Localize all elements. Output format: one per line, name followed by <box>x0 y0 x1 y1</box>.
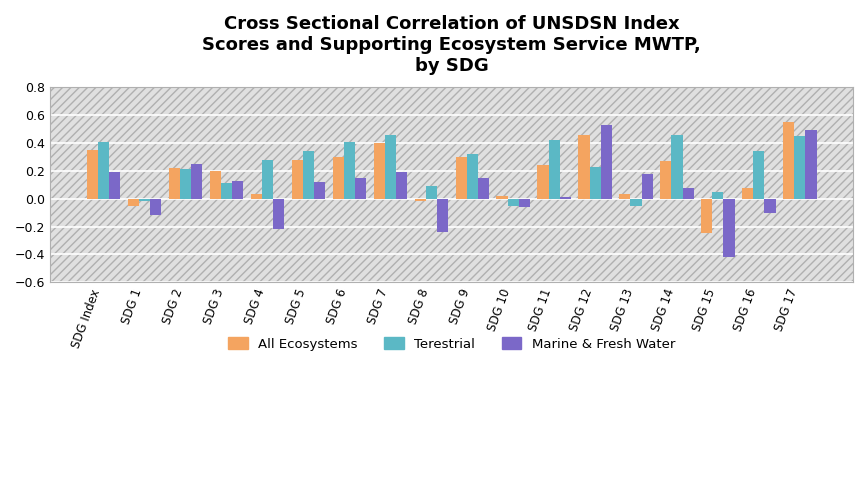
Bar <box>168 168 180 199</box>
Bar <box>373 143 385 199</box>
Bar <box>589 167 601 199</box>
Bar <box>108 172 120 199</box>
Bar <box>191 164 202 199</box>
Bar <box>415 199 425 202</box>
Bar <box>303 151 313 199</box>
Bar <box>742 187 753 199</box>
Bar <box>477 178 489 199</box>
Bar <box>496 196 508 199</box>
Bar <box>661 161 672 199</box>
Bar <box>537 165 549 199</box>
Bar <box>641 173 653 199</box>
Bar <box>273 199 284 229</box>
Bar <box>578 135 589 199</box>
Bar <box>467 154 477 199</box>
Title: Cross Sectional Correlation of UNSDSN Index
Scores and Supporting Ecosystem Serv: Cross Sectional Correlation of UNSDSN In… <box>202 15 701 75</box>
Bar <box>128 199 139 206</box>
Bar <box>560 197 570 199</box>
Bar <box>292 160 303 199</box>
Bar <box>713 192 724 199</box>
Bar <box>396 172 407 199</box>
Legend: All Ecosystems, Terestrial, Marine & Fresh Water: All Ecosystems, Terestrial, Marine & Fre… <box>221 331 682 357</box>
Bar <box>682 187 694 199</box>
Bar <box>332 157 344 199</box>
Bar <box>385 135 396 199</box>
Bar <box>753 151 765 199</box>
Bar <box>425 186 437 199</box>
Bar <box>518 199 529 207</box>
Bar <box>794 136 806 199</box>
Bar <box>261 160 273 199</box>
Bar <box>150 199 161 215</box>
Bar <box>549 140 560 199</box>
Bar <box>50 87 853 282</box>
Bar <box>220 183 232 199</box>
Bar <box>251 195 261 199</box>
Bar <box>601 125 612 199</box>
Bar <box>344 142 355 199</box>
Bar <box>355 178 365 199</box>
Bar <box>630 199 641 206</box>
Bar <box>437 199 448 232</box>
Bar <box>765 199 775 213</box>
Bar <box>724 199 734 257</box>
Bar <box>210 171 220 199</box>
Bar <box>180 169 191 199</box>
Bar <box>98 142 108 199</box>
Bar <box>139 199 150 202</box>
Bar <box>232 180 243 199</box>
Bar <box>806 131 817 199</box>
Bar <box>783 122 794 199</box>
Bar <box>672 135 682 199</box>
Bar <box>508 199 518 206</box>
Bar <box>620 195 630 199</box>
Bar <box>313 182 325 199</box>
Bar <box>87 150 98 199</box>
Bar <box>701 199 713 233</box>
Bar <box>456 157 467 199</box>
